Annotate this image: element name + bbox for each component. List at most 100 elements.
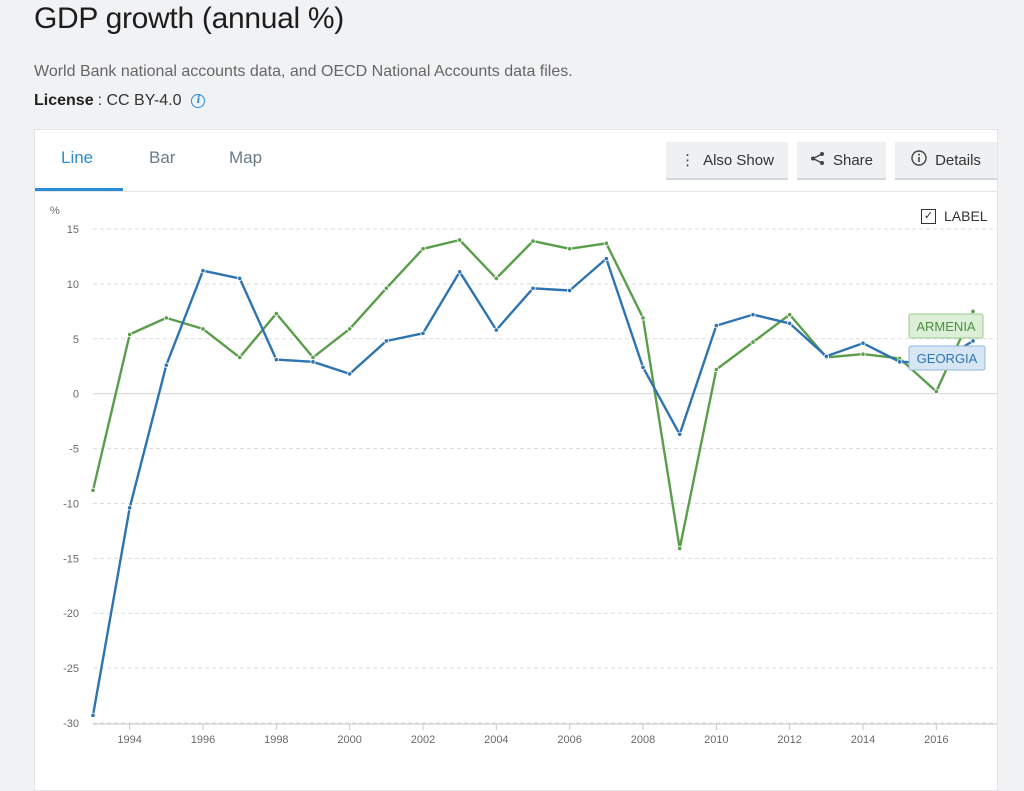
- data-point-armenia: [457, 237, 463, 243]
- share-label: Share: [832, 151, 874, 169]
- y-tick-label: -25: [63, 663, 79, 675]
- share-icon: [810, 151, 825, 170]
- y-tick-label: 15: [67, 224, 79, 236]
- series-label-box-georgia: [908, 345, 986, 371]
- y-tick-label: 10: [67, 279, 79, 291]
- series-label-box-armenia: [908, 313, 984, 339]
- y-axis-label: %: [50, 205, 60, 217]
- data-point-georgia: [273, 357, 279, 363]
- data-point-armenia: [127, 331, 133, 337]
- x-tick-label: 2000: [337, 734, 361, 746]
- license-row: License : CC BY-4.0 i: [34, 92, 206, 110]
- data-point-georgia: [383, 338, 389, 344]
- data-point-armenia: [933, 388, 939, 395]
- data-point-armenia: [677, 545, 683, 552]
- data-point-georgia: [860, 340, 866, 346]
- x-tick-label: 1998: [264, 734, 288, 746]
- details-button[interactable]: Details: [895, 142, 997, 180]
- data-point-armenia: [163, 315, 169, 321]
- license-label: License: [34, 92, 94, 109]
- x-tick-label: 2014: [851, 734, 875, 746]
- data-point-armenia: [530, 238, 536, 244]
- series-label-georgia: GEORGIA: [917, 351, 978, 366]
- data-point-armenia: [787, 312, 793, 318]
- chart-tabs: Line Bar Map ⋮ Also Show Share: [35, 130, 997, 192]
- data-point-georgia: [347, 371, 353, 377]
- data-point-armenia: [567, 246, 573, 252]
- data-point-georgia: [420, 330, 426, 336]
- data-point-armenia: [237, 354, 243, 361]
- x-tick-label: 2016: [924, 734, 948, 746]
- data-point-georgia: [310, 359, 316, 365]
- y-tick-label: -15: [63, 553, 79, 565]
- data-point-armenia: [970, 308, 976, 314]
- y-tick-label: 0: [73, 389, 79, 401]
- data-point-armenia: [860, 351, 866, 357]
- data-point-armenia: [310, 354, 316, 361]
- data-point-georgia: [567, 287, 573, 294]
- tab-line[interactable]: Line: [61, 148, 94, 167]
- data-point-armenia: [273, 310, 279, 317]
- y-tick-label: -10: [63, 498, 79, 510]
- label-toggle-text: LABEL: [944, 208, 988, 224]
- x-tick-label: 2002: [411, 734, 435, 746]
- details-label: Details: [935, 151, 981, 169]
- data-point-georgia: [163, 362, 169, 368]
- data-point-armenia: [603, 240, 609, 246]
- data-point-armenia: [90, 487, 96, 493]
- data-point-armenia: [493, 275, 499, 281]
- info-icon[interactable]: i: [191, 94, 206, 108]
- data-point-georgia: [127, 505, 133, 511]
- data-point-georgia: [530, 285, 536, 291]
- data-point-georgia: [823, 353, 829, 359]
- source-note: World Bank national accounts data, and O…: [34, 63, 573, 80]
- x-tick-label: 2008: [631, 734, 655, 746]
- data-point-georgia: [970, 338, 976, 344]
- series-label-armenia: ARMENIA: [916, 319, 976, 334]
- also-show-button[interactable]: ⋮ Also Show: [666, 142, 788, 180]
- also-show-label: Also Show: [703, 151, 774, 169]
- data-point-georgia: [750, 312, 756, 318]
- data-point-georgia: [90, 712, 96, 718]
- more-vertical-icon: ⋮: [680, 152, 696, 169]
- x-tick-label: 2006: [557, 734, 581, 746]
- info-circle-icon: [911, 150, 927, 170]
- data-point-armenia: [420, 246, 426, 252]
- data-point-georgia: [677, 431, 683, 437]
- x-tick-label: 2010: [704, 734, 728, 746]
- data-point-georgia: [493, 327, 499, 333]
- data-point-armenia: [713, 366, 719, 373]
- label-toggle[interactable]: ✓ LABEL: [921, 208, 988, 224]
- data-point-armenia: [640, 315, 646, 321]
- data-point-georgia: [237, 275, 243, 281]
- data-point-georgia: [200, 268, 206, 274]
- x-tick-label: 2012: [777, 734, 801, 746]
- license-value: : CC BY-4.0: [97, 92, 182, 109]
- data-point-georgia: [640, 364, 646, 370]
- data-point-georgia: [603, 256, 609, 262]
- data-point-georgia: [787, 320, 793, 327]
- checkbox-checked-icon[interactable]: ✓: [921, 208, 936, 224]
- chart-card: Line Bar Map ⋮ Also Show Share: [34, 129, 998, 791]
- active-tab-indicator: [35, 188, 123, 191]
- page-title: GDP growth (annual %): [34, 2, 344, 35]
- data-point-georgia: [713, 323, 719, 329]
- data-point-armenia: [347, 326, 353, 332]
- tab-map[interactable]: Map: [229, 148, 263, 167]
- x-tick-label: 1996: [191, 734, 215, 746]
- data-point-armenia: [200, 326, 206, 332]
- series-line-georgia: [91, 257, 975, 717]
- y-tick-label: -5: [69, 444, 79, 456]
- x-tick-label: 2004: [484, 734, 508, 746]
- data-point-armenia: [750, 339, 756, 345]
- line-chart: % 15 10 5 0 -5 -10 -15 -20 -25 -30 1994 1996 1998 2000…: [50, 205, 997, 746]
- share-button[interactable]: Share: [797, 142, 886, 180]
- data-point-georgia: [457, 269, 463, 275]
- tab-bar[interactable]: Bar: [149, 148, 176, 167]
- y-tick-label: -30: [63, 718, 79, 730]
- y-tick-label: -20: [63, 608, 79, 620]
- x-tick-label: 1994: [117, 734, 141, 746]
- data-point-georgia: [897, 359, 903, 365]
- y-tick-label: 5: [73, 334, 79, 346]
- data-point-armenia: [383, 285, 389, 291]
